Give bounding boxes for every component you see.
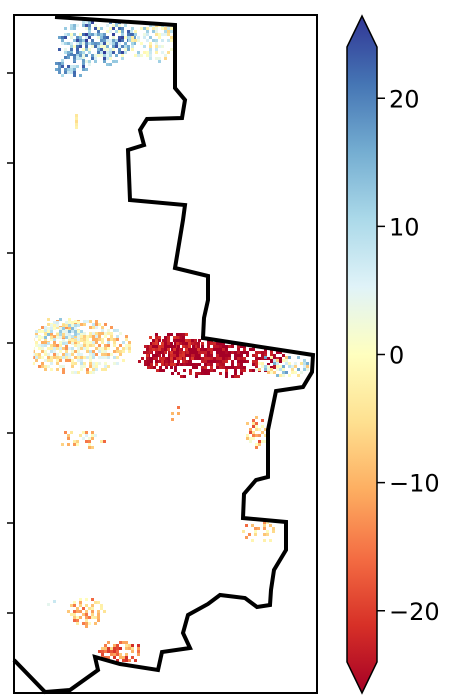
colorbar-tick-label: −10 [389, 470, 440, 498]
colorbar-tick-label: 10 [389, 213, 420, 241]
raster-layer [23, 18, 309, 662]
colorbar-tick-label: −20 [389, 598, 440, 626]
colorbar-ticks: 20 10 0 −10 −20 [377, 85, 440, 626]
colorbar-tick-label: 20 [389, 85, 420, 113]
colorbar: 20 10 0 −10 −20 [346, 14, 440, 695]
colorbar-body [346, 14, 378, 695]
map-y-ticks [7, 72, 14, 614]
region-boundary [12, 15, 316, 695]
colorbar-tick-label: 0 [389, 342, 404, 370]
